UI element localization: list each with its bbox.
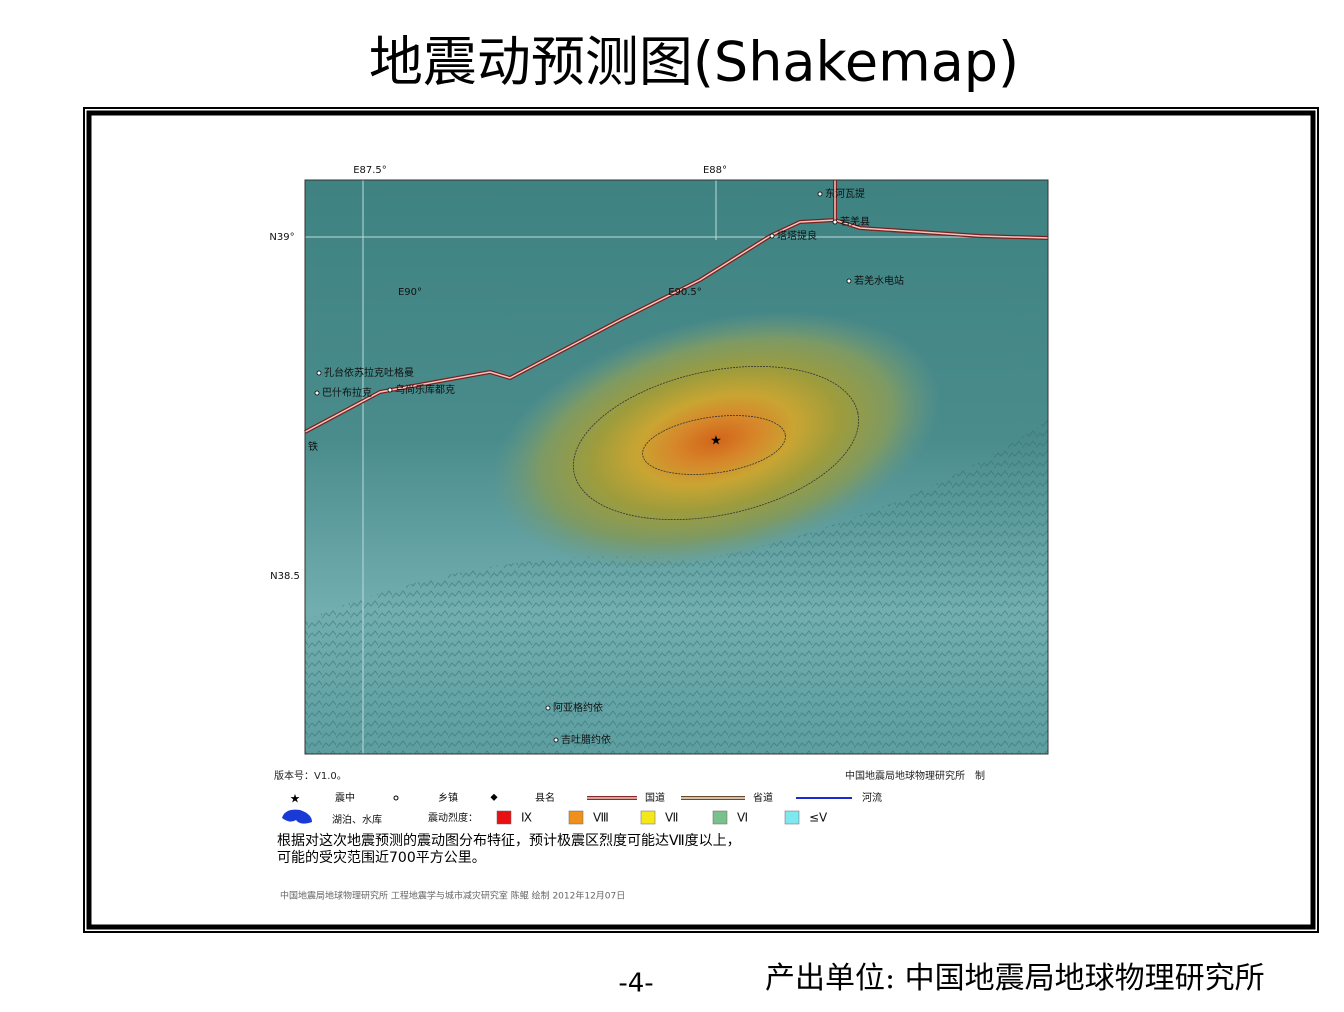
place-dot bbox=[387, 387, 393, 393]
place-dot bbox=[545, 705, 551, 711]
producer: 产出单位: 中国地震局地球物理研究所 bbox=[765, 961, 1265, 996]
place-dot bbox=[316, 370, 322, 376]
legend-label: 乡镇 bbox=[438, 791, 458, 804]
grid-label: E90° bbox=[398, 287, 422, 298]
intensity-field bbox=[490, 310, 942, 570]
national-road bbox=[304, 219, 1049, 433]
note-line: 根据对这次地震预测的震动图分布特征，预计极震区烈度可能达Ⅶ度以上， bbox=[277, 832, 741, 849]
legend-label: 湖泊、水库 bbox=[332, 813, 382, 826]
epicenter: ★ bbox=[710, 434, 722, 449]
legend-symbol: ★ bbox=[290, 792, 301, 806]
legend-symbol bbox=[490, 793, 498, 801]
map-border bbox=[304, 179, 1049, 755]
intensity-label: Ⅶ bbox=[665, 811, 678, 825]
intensity-swatch bbox=[640, 810, 656, 825]
isoseismal bbox=[642, 415, 786, 475]
legend-label: 国道 bbox=[645, 791, 665, 804]
place-label: 巴什布拉克 bbox=[322, 386, 372, 399]
grid-label: N39° bbox=[269, 232, 294, 243]
place-dot bbox=[553, 737, 559, 743]
intensity-swatch bbox=[496, 810, 512, 825]
intensity-swatch bbox=[784, 810, 800, 825]
grid-label: E90.5° bbox=[668, 287, 702, 298]
legend-label: 河流 bbox=[862, 791, 882, 804]
credit: 中国地震局地球物理研究所 工程地震学与城市减灾研究室 陈鲲 绘制 2012年12… bbox=[280, 890, 625, 902]
place-dot bbox=[769, 233, 775, 239]
place-dot bbox=[846, 278, 852, 284]
grid-label: E88° bbox=[703, 165, 727, 176]
place-label: 若羌水电站 bbox=[854, 274, 904, 287]
intensity-label: Ⅵ bbox=[737, 811, 748, 825]
frame-inner bbox=[86, 110, 1316, 930]
place-dot bbox=[832, 219, 838, 225]
legend-label: 县名 bbox=[535, 791, 555, 804]
legend-label: 震中 bbox=[335, 791, 355, 804]
place-label: 吉吐腊约依 bbox=[561, 733, 611, 746]
intensity-swatch bbox=[568, 810, 584, 825]
grid-label: E87.5° bbox=[353, 165, 387, 176]
frame-outer bbox=[83, 107, 1319, 933]
intensity-swatch bbox=[712, 810, 728, 825]
legend-label: 省道 bbox=[753, 791, 773, 804]
page-number: -4- bbox=[618, 969, 653, 999]
place-label: 塔塔提良 bbox=[777, 229, 817, 242]
grid-label: N38.5 bbox=[270, 571, 300, 582]
place-dot bbox=[314, 390, 320, 396]
intensity-label: Ⅷ bbox=[593, 811, 609, 825]
legend-symbol bbox=[282, 809, 312, 824]
title: 地震动预测图(Shakemap) bbox=[369, 31, 1019, 94]
isoseismal bbox=[572, 365, 860, 521]
place-label: 铁 bbox=[308, 440, 318, 453]
legend-symbol bbox=[393, 795, 399, 801]
intensity-label: Ⅸ bbox=[521, 811, 532, 825]
place-label: 若羌县 bbox=[840, 215, 870, 228]
place-label: 阿亚格约依 bbox=[553, 701, 603, 714]
place-label: 乌尚乐库都克 bbox=[395, 383, 455, 396]
place-dot bbox=[817, 191, 823, 197]
organization: 中国地震局地球物理研究所 制 bbox=[845, 769, 985, 782]
terrain-relief bbox=[305, 420, 1048, 754]
version: 版本号：V1.0。 bbox=[274, 769, 347, 782]
place-label: 孔台依苏拉克吐格曼 bbox=[324, 366, 414, 379]
legend-label: 震动烈度： bbox=[428, 811, 478, 824]
place-label: 东河瓦提 bbox=[825, 187, 865, 200]
note-line: 可能的受灾范围近700平方公里。 bbox=[277, 849, 486, 866]
intensity-label: ≤Ⅴ bbox=[809, 811, 828, 825]
